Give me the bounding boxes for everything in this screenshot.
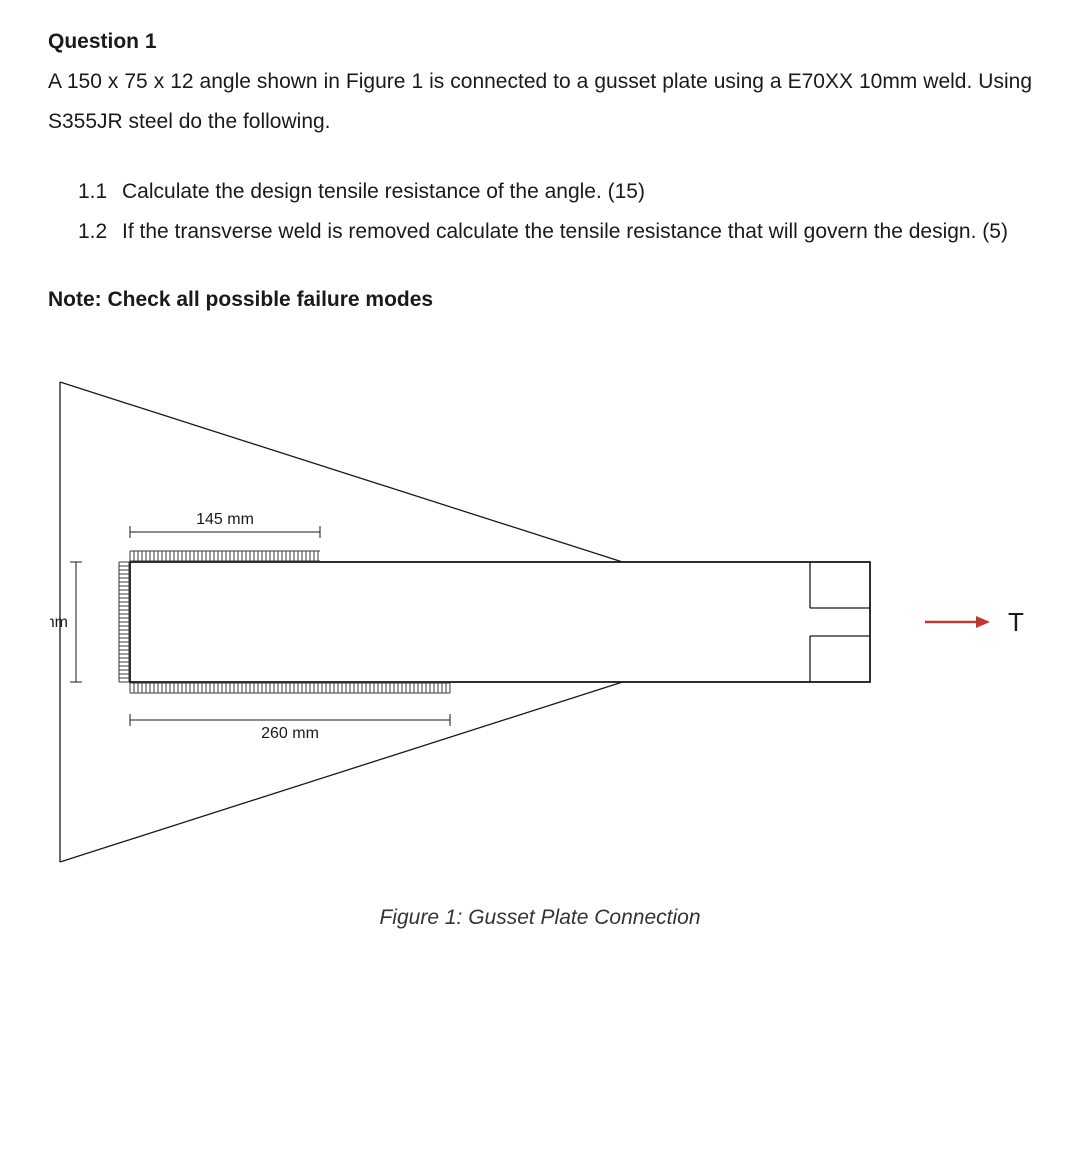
figure-svg: 145 mm 260 mm 150 mm T [50,342,1030,902]
question-intro: A 150 x 75 x 12 angle shown in Figure 1 … [48,62,1032,142]
note: Note: Check all possible failure modes [48,288,1032,312]
figure: 145 mm 260 mm 150 mm T [50,342,1030,902]
svg-text:145 mm: 145 mm [196,511,254,528]
sub-num-2: 1.2 [78,212,122,252]
svg-text:150 mm: 150 mm [50,614,68,631]
question-sublist: 1.1 Calculate the design tensile resista… [48,172,1032,252]
svg-text:T: T [1008,607,1024,637]
sub-item-1: 1.1 Calculate the design tensile resista… [78,172,1032,212]
sub-num-1: 1.1 [78,172,122,212]
question-title: Question 1 [48,30,1032,54]
sub-text-1: Calculate the design tensile resistance … [122,172,1032,212]
sub-text-2: If the transverse weld is removed calcul… [122,212,1032,252]
svg-text:260 mm: 260 mm [261,725,319,742]
sub-item-2: 1.2 If the transverse weld is removed ca… [78,212,1032,252]
figure-caption: Figure 1: Gusset Plate Connection [48,906,1032,930]
